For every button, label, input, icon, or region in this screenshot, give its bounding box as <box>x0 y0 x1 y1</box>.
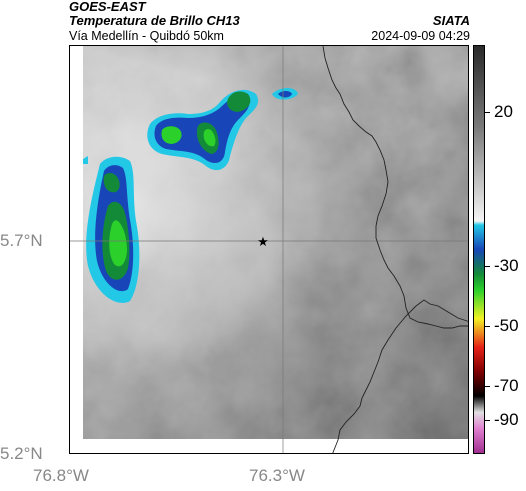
colorbar-tick: -90 <box>494 410 519 429</box>
colorbar <box>473 45 485 454</box>
border-line-south <box>332 299 468 453</box>
satellite-map[interactable]: ★ <box>69 45 469 454</box>
cold-cloud-north <box>147 89 259 171</box>
map-canvas: ★ <box>70 46 468 453</box>
product-title: Temperatura de Brillo CH13 <box>69 13 240 28</box>
satellite-title: GOES-EAST <box>69 0 146 14</box>
colorbar-tick: -70 <box>494 376 519 395</box>
colorbar-tick: -30 <box>494 256 519 275</box>
star-icon: ★ <box>257 235 269 250</box>
y-tick-label: 5.2°N <box>0 444 43 463</box>
datetime-label: 2024-09-09 04:29 <box>371 29 470 43</box>
route-subtitle: Vía Medellín - Quibdó 50km <box>69 29 224 43</box>
border-line <box>322 46 468 329</box>
colorbar-tick: 20 <box>494 102 513 121</box>
x-tick-label: 76.3°W <box>249 466 305 485</box>
source-label: SIATA <box>432 13 470 28</box>
x-tick-label: 76.8°W <box>33 466 89 485</box>
y-tick-label: 5.7°N <box>0 231 43 250</box>
colorbar-tick: -50 <box>494 316 519 335</box>
